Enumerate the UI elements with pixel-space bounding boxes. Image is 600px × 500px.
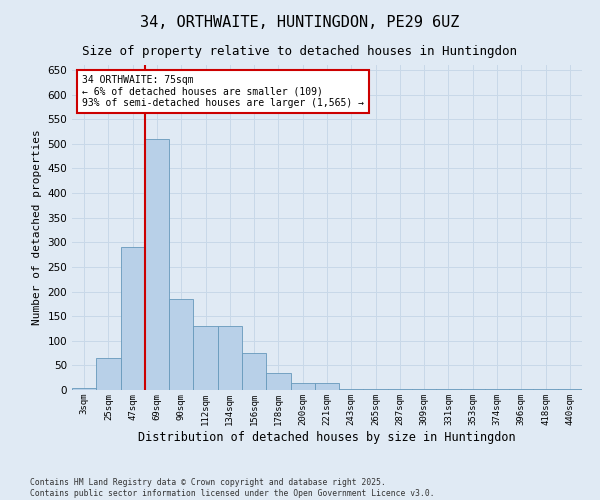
Bar [290, 382, 315, 390]
Text: 34, ORTHWAITE, HUNTINGDON, PE29 6UZ: 34, ORTHWAITE, HUNTINGDON, PE29 6UZ [140, 15, 460, 30]
Bar [121, 247, 145, 390]
Bar [315, 382, 339, 390]
Bar [72, 388, 96, 390]
Bar [145, 139, 169, 390]
Text: 34 ORTHWAITE: 75sqm
← 6% of detached houses are smaller (109)
93% of semi-detach: 34 ORTHWAITE: 75sqm ← 6% of detached hou… [82, 74, 364, 108]
Bar [266, 373, 290, 390]
Bar [169, 299, 193, 390]
Text: Size of property relative to detached houses in Huntingdon: Size of property relative to detached ho… [83, 45, 517, 58]
Bar [242, 353, 266, 390]
Text: Contains HM Land Registry data © Crown copyright and database right 2025.
Contai: Contains HM Land Registry data © Crown c… [30, 478, 434, 498]
Bar [339, 388, 364, 390]
Bar [193, 326, 218, 390]
Bar [412, 388, 436, 390]
Bar [558, 388, 582, 390]
Bar [364, 388, 388, 390]
Bar [218, 326, 242, 390]
Bar [388, 388, 412, 390]
Bar [96, 358, 121, 390]
Bar [533, 388, 558, 390]
Bar [436, 388, 461, 390]
X-axis label: Distribution of detached houses by size in Huntingdon: Distribution of detached houses by size … [138, 430, 516, 444]
Bar [485, 388, 509, 390]
Y-axis label: Number of detached properties: Number of detached properties [32, 130, 42, 326]
Bar [509, 388, 533, 390]
Bar [461, 388, 485, 390]
